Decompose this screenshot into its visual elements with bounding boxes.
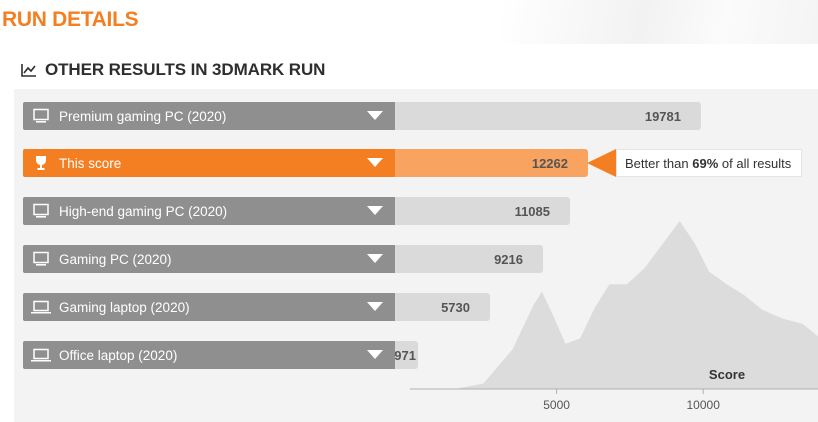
desktop-icon xyxy=(23,251,59,267)
desktop-icon xyxy=(23,203,59,219)
tooltip-prefix: Better than xyxy=(625,155,689,171)
x-axis-label: Score xyxy=(709,367,745,382)
score-value: 19781 xyxy=(644,108,681,124)
row-dropdown[interactable]: High-end gaming PC (2020) xyxy=(23,197,395,225)
chevron-down-icon[interactable] xyxy=(355,302,395,312)
chevron-down-icon[interactable] xyxy=(355,158,395,168)
row-dropdown[interactable]: Office laptop (2020) xyxy=(23,341,395,369)
section-title: OTHER RESULTS IN 3DMARK RUN xyxy=(45,60,326,79)
score-value: 9216 xyxy=(494,251,523,267)
chevron-down-icon[interactable] xyxy=(355,254,395,264)
score-value: 11085 xyxy=(514,203,550,219)
desktop-icon xyxy=(23,108,59,124)
percentile-tooltip: Better than 69% of all results xyxy=(616,149,803,177)
tooltip-arrow xyxy=(587,149,616,177)
row-dropdown[interactable]: Gaming laptop (2020) xyxy=(23,293,395,321)
tooltip-percent: 69% xyxy=(692,155,719,171)
chevron-down-icon[interactable] xyxy=(355,111,395,121)
section-heading: OTHER RESULTS IN 3DMARK RUN xyxy=(21,60,325,80)
distribution-area xyxy=(410,221,818,389)
trophy-icon xyxy=(23,155,59,171)
row-label: This score xyxy=(59,155,122,171)
score-bar: 971 xyxy=(394,341,418,369)
x-tick-label: 10000 xyxy=(687,398,721,412)
score-distribution-chart: 500010000150002000025000Score xyxy=(410,221,818,412)
row-dropdown[interactable]: Gaming PC (2020) xyxy=(23,245,395,273)
score-value: 5730 xyxy=(441,299,470,315)
score-bar: 9216 xyxy=(395,245,543,273)
page-title: RUN DETAILS xyxy=(2,8,139,31)
score-bar: 12262 xyxy=(395,149,588,177)
x-tick-label: 5000 xyxy=(543,398,570,412)
tooltip-suffix: of all results xyxy=(721,155,792,171)
chart-line-icon xyxy=(21,64,36,77)
chevron-down-icon[interactable] xyxy=(355,206,395,216)
header-decoration xyxy=(500,0,818,44)
row-label: Office laptop (2020) xyxy=(59,347,178,363)
row-dropdown[interactable]: This score xyxy=(23,149,395,177)
row-dropdown[interactable]: Premium gaming PC (2020) xyxy=(23,102,395,130)
score-value: 12262 xyxy=(531,155,568,171)
score-bar: 19781 xyxy=(395,102,701,130)
row-label: Premium gaming PC (2020) xyxy=(59,108,227,124)
laptop-icon xyxy=(23,348,59,362)
row-label: Gaming PC (2020) xyxy=(59,251,172,267)
chevron-down-icon[interactable] xyxy=(355,350,395,360)
score-bar: 5730 xyxy=(395,293,490,321)
laptop-icon xyxy=(23,300,59,314)
row-label: Gaming laptop (2020) xyxy=(59,299,190,315)
row-label: High-end gaming PC (2020) xyxy=(59,203,228,219)
score-value: 971 xyxy=(394,347,416,363)
score-bar: 11085 xyxy=(395,197,570,225)
